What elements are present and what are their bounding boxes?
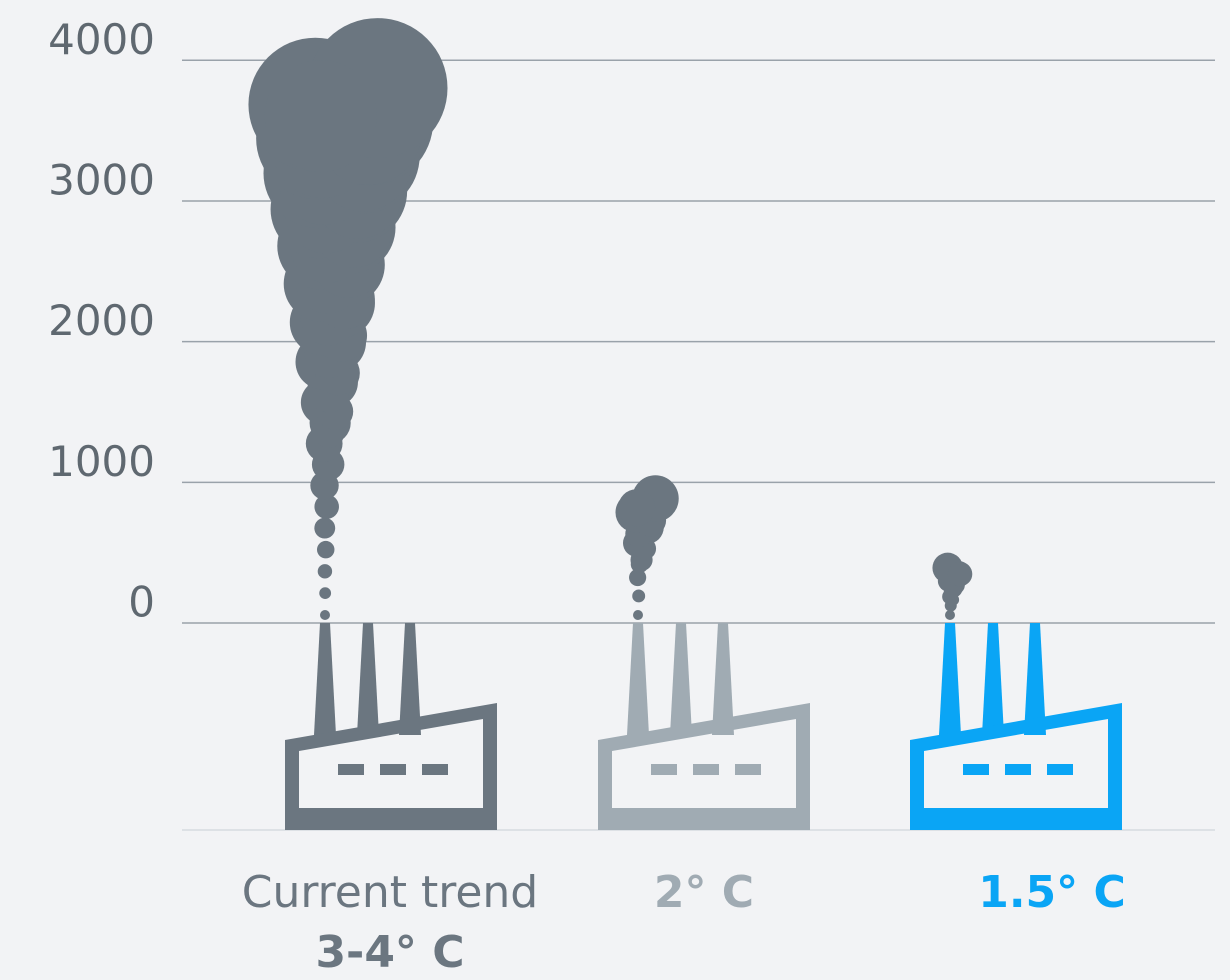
y-tick-label: 2000 bbox=[48, 296, 155, 345]
chimney bbox=[712, 623, 734, 735]
window bbox=[1047, 764, 1073, 775]
window bbox=[651, 764, 677, 775]
smoke-puff bbox=[633, 610, 643, 620]
smoke-puff bbox=[317, 564, 333, 579]
y-tick-label: 3000 bbox=[48, 155, 155, 204]
smoke bbox=[932, 552, 973, 620]
smoke-puff bbox=[947, 561, 973, 587]
chimney bbox=[399, 623, 421, 735]
factory bbox=[598, 703, 810, 830]
factory bbox=[910, 703, 1122, 830]
y-tick-label: 1000 bbox=[48, 437, 155, 486]
window bbox=[338, 764, 364, 775]
smoke-puff bbox=[264, 60, 377, 173]
smoke-puff bbox=[314, 517, 336, 539]
smoke-puff bbox=[316, 540, 335, 559]
y-tick-label: 4000 bbox=[48, 15, 155, 64]
chimney bbox=[670, 623, 692, 735]
smoke-puff bbox=[319, 587, 332, 600]
smoke bbox=[615, 475, 679, 620]
x-tick-label: 1.5° C bbox=[978, 867, 1126, 918]
window bbox=[1005, 764, 1031, 775]
smoke-puff bbox=[629, 568, 647, 587]
window bbox=[422, 764, 448, 775]
chimney bbox=[357, 623, 379, 735]
x-tick-label: Current trend bbox=[242, 867, 539, 918]
smoke-puff bbox=[314, 494, 339, 519]
smoke bbox=[248, 18, 448, 620]
smoke-puff bbox=[320, 610, 330, 620]
window bbox=[693, 764, 719, 775]
x-tick-label: 2° C bbox=[654, 867, 754, 918]
x-tick-label: 3-4° C bbox=[315, 927, 464, 978]
factory bbox=[285, 703, 497, 830]
smoke-puff bbox=[632, 589, 646, 603]
window bbox=[380, 764, 406, 775]
window bbox=[735, 764, 761, 775]
chimney bbox=[627, 623, 649, 735]
chimney bbox=[939, 623, 961, 735]
smoke-puff bbox=[945, 610, 955, 620]
smoke-puff bbox=[617, 489, 656, 527]
y-tick-label: 0 bbox=[128, 578, 155, 627]
window bbox=[963, 764, 989, 775]
chimney bbox=[314, 623, 336, 735]
chimney bbox=[982, 623, 1004, 735]
chimney bbox=[1024, 623, 1046, 735]
smoke-puff bbox=[630, 555, 649, 574]
